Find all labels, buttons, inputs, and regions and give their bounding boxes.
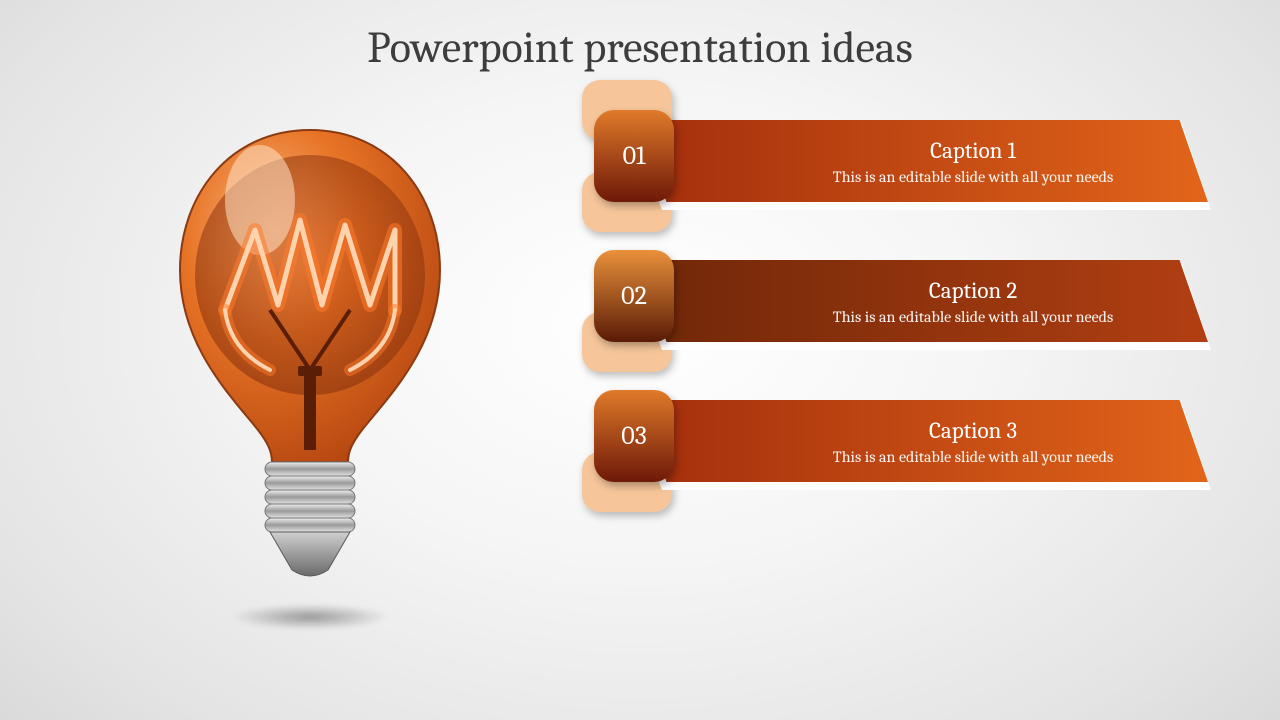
slide-title: Powerpoint presentation ideas <box>0 22 1280 73</box>
caption-ribbon-list: Caption 1 This is an editable slide with… <box>580 110 1220 530</box>
caption-title: Caption 2 <box>778 277 1168 304</box>
ribbon-item-3: Caption 3 This is an editable slide with… <box>580 390 1220 510</box>
ribbon-number: 01 <box>623 141 646 171</box>
caption-title: Caption 1 <box>778 137 1168 164</box>
ribbon-number: 02 <box>621 281 647 311</box>
ribbon-number-tab: 03 <box>594 390 674 482</box>
lightbulb-shadow <box>230 604 390 630</box>
ribbon-number-tab: 02 <box>594 250 674 342</box>
ribbon-item-2: Caption 2 This is an editable slide with… <box>580 250 1220 370</box>
ribbon-number-tab: 01 <box>594 110 674 202</box>
ribbon-bar: Caption 2 This is an editable slide with… <box>638 260 1208 342</box>
lightbulb-icon <box>160 120 460 580</box>
ribbon-number: 03 <box>621 421 646 451</box>
caption-subtitle: This is an editable slide with all your … <box>778 448 1168 466</box>
caption-subtitle: This is an editable slide with all your … <box>778 168 1168 186</box>
ribbon-bar: Caption 3 This is an editable slide with… <box>638 400 1208 482</box>
caption-subtitle: This is an editable slide with all your … <box>778 308 1168 326</box>
caption-title: Caption 3 <box>778 417 1168 444</box>
lightbulb-graphic <box>160 120 460 660</box>
ribbon-bar: Caption 1 This is an editable slide with… <box>638 120 1208 202</box>
ribbon-item-1: Caption 1 This is an editable slide with… <box>580 110 1220 230</box>
